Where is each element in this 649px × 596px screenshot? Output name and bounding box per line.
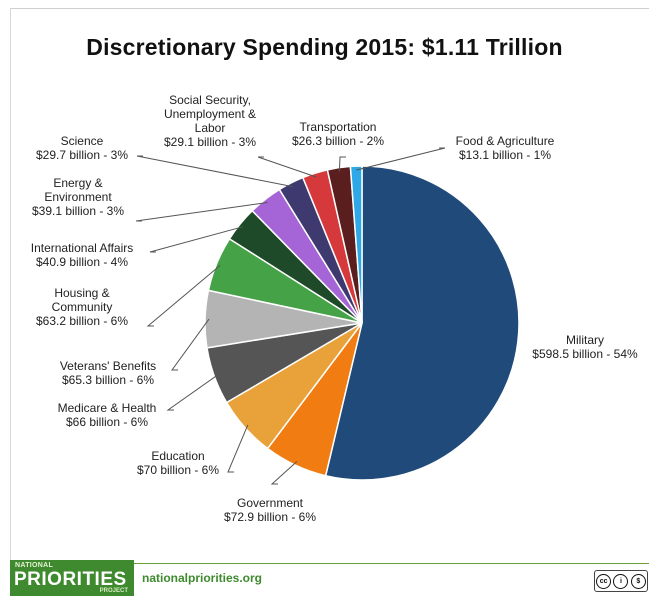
frame-top-border: [10, 8, 649, 9]
slice-label: Housing & Community $63.2 billion - 6%: [36, 286, 128, 328]
leader-line: [146, 264, 221, 327]
slice-label: Science $29.7 billion - 3%: [36, 134, 128, 162]
cc-icon: cc: [596, 573, 612, 589]
leader-lines: [135, 147, 446, 485]
logo-big-text: PRIORITIES: [14, 569, 127, 590]
pie-slices: [204, 165, 520, 481]
leader-line: [136, 155, 293, 188]
leader-line: [227, 424, 249, 473]
slice-label: Energy & Environment $39.1 billion - 3%: [32, 176, 124, 218]
frame-left-border: [10, 8, 11, 586]
slice-labels: Military $598.5 billion - 54% Government $7…: [31, 93, 638, 524]
creative-commons-icon: cc i $: [594, 570, 648, 592]
logo-small-text: NATIONAL: [15, 562, 54, 569]
slice-label: Social Security, Unemployment & Labor $29.1…: [164, 93, 256, 149]
nc-icon: $: [630, 573, 646, 589]
leader-line: [149, 226, 244, 253]
site-link[interactable]: nationalpriorities.org: [142, 571, 263, 585]
slice-label: Medicare & Health $66 billion - 6%: [58, 401, 157, 429]
slice-label: Education $70 billion - 6%: [137, 449, 219, 477]
slice-label: International Affairs $40.9 billion - 4%: [31, 241, 134, 269]
leader-line: [166, 374, 219, 411]
slice-label: Transportation $26.3 billion - 2%: [292, 120, 384, 148]
leader-line: [257, 156, 317, 178]
pie-slice-military: [324, 165, 520, 481]
leader-line: [135, 202, 268, 222]
logo-sub-text: PROJECT: [99, 588, 128, 594]
pie-slice-food-agriculture: [349, 165, 363, 324]
footer-divider: [10, 563, 649, 564]
leader-line: [270, 461, 298, 485]
national-priorities-logo: NATIONAL PRIORITIES PROJECT: [10, 560, 134, 596]
leader-line: [338, 156, 346, 172]
slice-label: Food & Agriculture $13.1 billion - 1%: [456, 134, 555, 162]
slice-label: Military $598.5 billion - 54%: [532, 333, 638, 361]
slice-label: Government $72.9 billion - 6%: [224, 496, 316, 524]
slice-label: Veterans' Benefits $65.3 billion - 6%: [60, 359, 156, 387]
chart-title: Discretionary Spending 2015: $1.11 Trill…: [86, 34, 563, 60]
leader-line: [356, 147, 446, 171]
leader-line: [171, 318, 210, 371]
by-icon: i: [613, 573, 629, 589]
